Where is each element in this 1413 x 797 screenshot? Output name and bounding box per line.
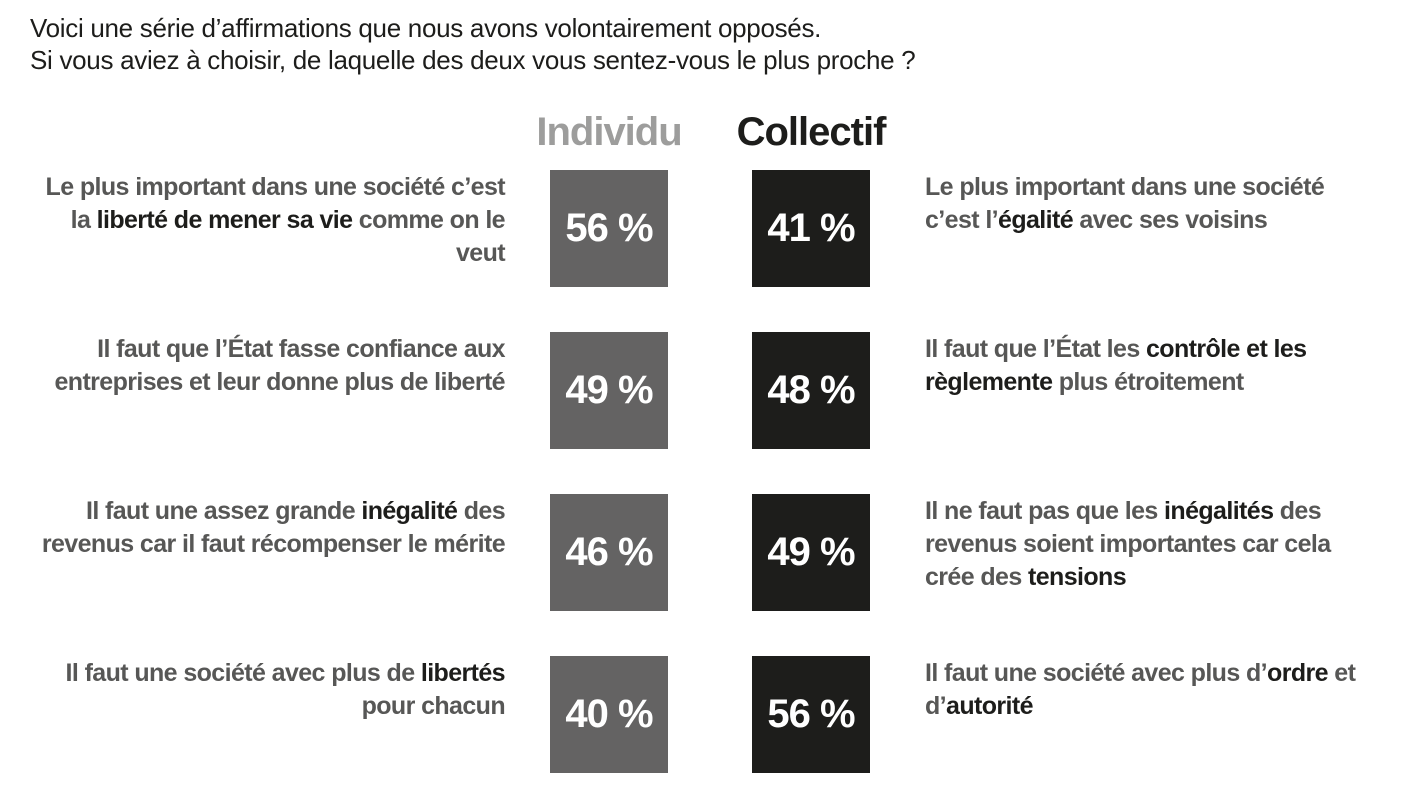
statement-emphasis: contrôle et les règlemente bbox=[925, 335, 1307, 396]
collectif-value-box: 41 % bbox=[752, 170, 870, 287]
individu-value-box: 46 % bbox=[550, 494, 668, 611]
individu-value: 56 % bbox=[565, 206, 653, 250]
collectif-value: 49 % bbox=[767, 530, 855, 574]
statement-row: Le plus important dans une société c’est… bbox=[30, 170, 1413, 287]
collectif-value-box: 49 % bbox=[752, 494, 870, 611]
left-statement: Le plus important dans une société c’est… bbox=[30, 170, 506, 270]
left-statement: Il faut une société avec plus de liberté… bbox=[30, 656, 506, 723]
statement-emphasis: égalité bbox=[998, 206, 1074, 234]
collectif-column-header: Collectif bbox=[736, 110, 887, 154]
statement-emphasis: tensions bbox=[1028, 563, 1127, 591]
individu-column-header: Individu bbox=[536, 110, 682, 154]
statement-row: Il faut que l’État fasse confiance aux e… bbox=[30, 332, 1413, 449]
statement-row: Il faut une société avec plus de liberté… bbox=[30, 656, 1413, 773]
statement-text: plus étroitement bbox=[1052, 368, 1244, 396]
collectif-value: 41 % bbox=[767, 206, 855, 250]
collectif-value-box: 48 % bbox=[752, 332, 870, 449]
individu-value: 46 % bbox=[565, 530, 653, 574]
statement-emphasis: inégalité bbox=[361, 497, 458, 525]
right-statement: Il ne faut pas que les inégalités des re… bbox=[925, 494, 1365, 594]
statement-text: Il faut une société avec plus de bbox=[65, 659, 421, 687]
statement-rows: Le plus important dans une société c’est… bbox=[0, 170, 1413, 773]
collectif-value: 48 % bbox=[767, 368, 855, 412]
statement-text: et d’ bbox=[925, 659, 1356, 720]
statement-text: Il faut que l’État fasse confiance aux e… bbox=[54, 335, 505, 396]
collectif-value: 56 % bbox=[767, 692, 855, 736]
statement-text: Il faut une société avec plus d’ bbox=[925, 659, 1268, 687]
column-headers: Individu Collectif bbox=[30, 110, 1413, 154]
individu-value: 40 % bbox=[565, 692, 653, 736]
survey-question-line-1: Voici une série d’affirmations que nous … bbox=[30, 13, 822, 43]
statement-text: pour chacun bbox=[361, 692, 506, 720]
statement-emphasis: ordre bbox=[1267, 659, 1329, 687]
statement-emphasis: inégalités bbox=[1164, 497, 1274, 525]
statement-text: Le plus important dans une société c’est… bbox=[45, 173, 506, 234]
statement-text: Il faut une assez grande bbox=[85, 497, 362, 525]
individu-value: 49 % bbox=[565, 368, 653, 412]
statement-emphasis: liberté de mener sa vie bbox=[96, 206, 353, 234]
individu-value-box: 49 % bbox=[550, 332, 668, 449]
left-statement: Il faut que l’État fasse confiance aux e… bbox=[30, 332, 505, 399]
statement-text: des revenus car il faut récompenser le m… bbox=[41, 497, 506, 558]
left-statement: Il faut une assez grande inégalité des r… bbox=[30, 494, 506, 561]
statement-emphasis: autorité bbox=[946, 692, 1033, 720]
statement-text: Il ne faut pas que les bbox=[925, 497, 1165, 525]
right-statement: Le plus important dans une société c’est… bbox=[925, 170, 1365, 237]
statement-text: comme on le veut bbox=[352, 206, 506, 267]
right-statement: Il faut une société avec plus d’ordre et… bbox=[925, 656, 1365, 723]
survey-question-line-2: Si vous aviez à choisir, de laquelle des… bbox=[30, 45, 916, 75]
individu-value-box: 56 % bbox=[550, 170, 668, 287]
statement-text: des revenus soient importantes car cela … bbox=[925, 497, 1331, 591]
statement-emphasis: libertés bbox=[420, 659, 506, 687]
statement-text: avec ses voisins bbox=[1073, 206, 1268, 234]
survey-question: Voici une série d’affirmations que nous … bbox=[30, 12, 1393, 76]
individu-value-box: 40 % bbox=[550, 656, 668, 773]
statement-text: Le plus important dans une société c’est… bbox=[925, 173, 1325, 234]
statement-text: Il faut que l’État les bbox=[925, 335, 1146, 363]
right-statement: Il faut que l’État les contrôle et les r… bbox=[925, 332, 1365, 399]
collectif-value-box: 56 % bbox=[752, 656, 870, 773]
statement-row: Il faut une assez grande inégalité des r… bbox=[30, 494, 1413, 611]
